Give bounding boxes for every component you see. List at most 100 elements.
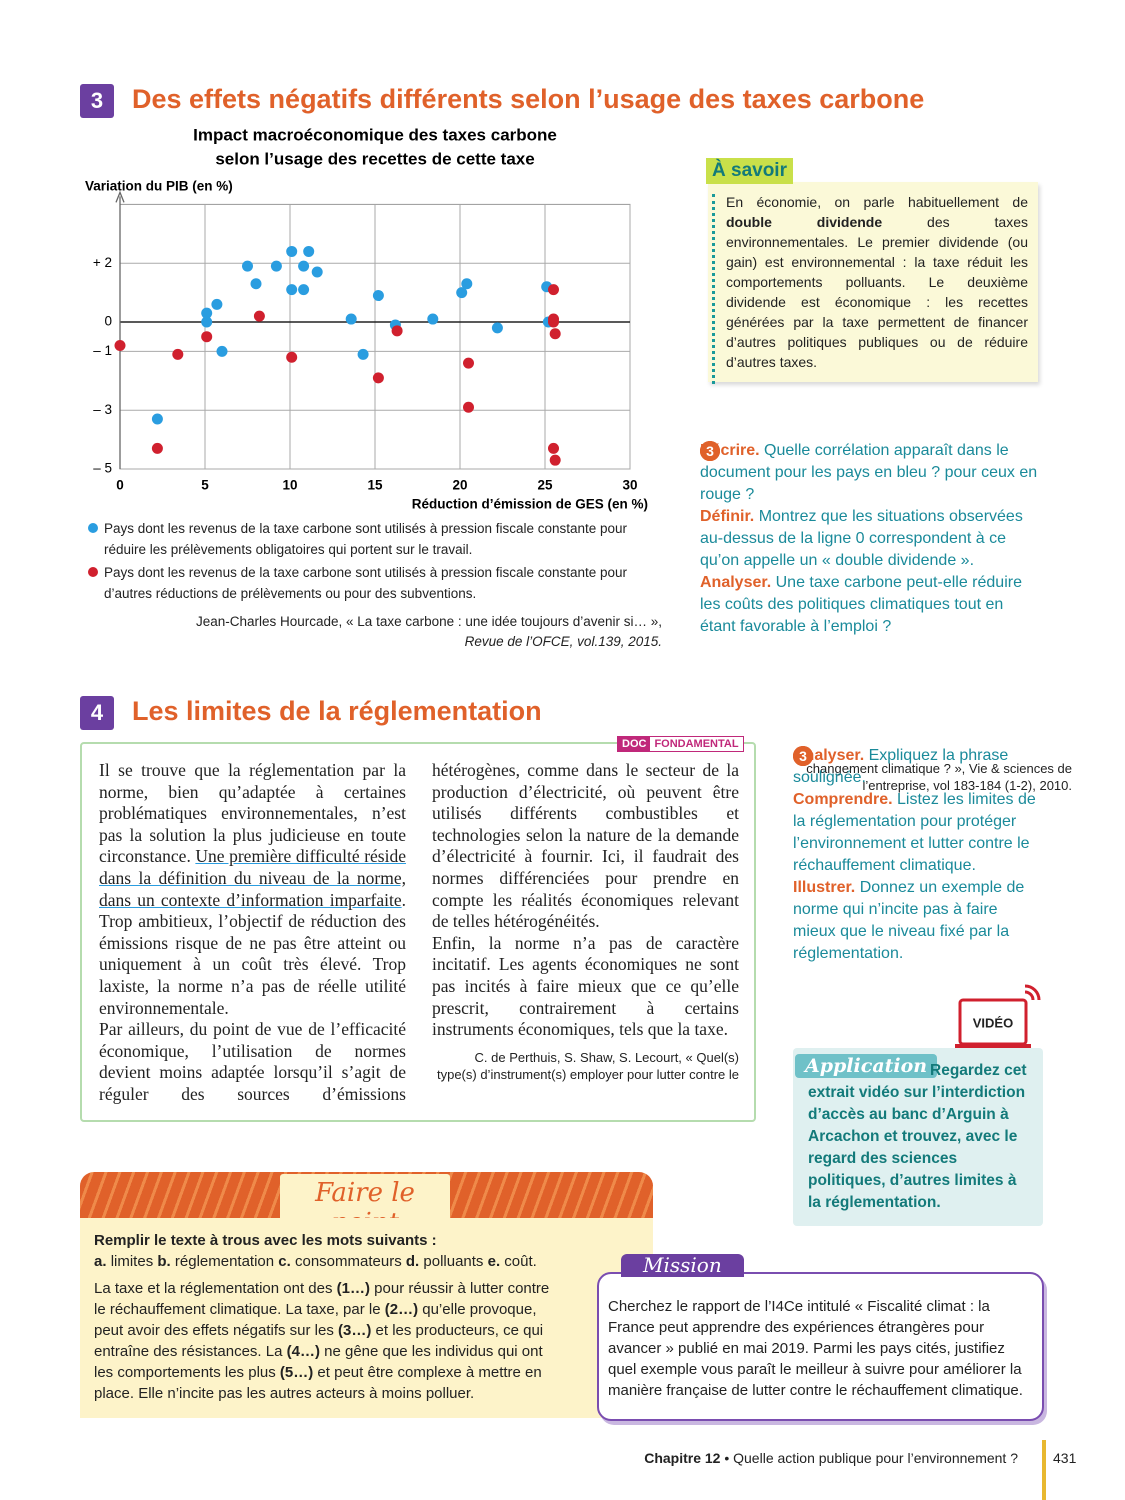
chart-title: Impact macroéconomique des taxes carbone: [193, 125, 557, 144]
point: [286, 351, 298, 363]
point: [461, 278, 473, 290]
paragraph: Enfin, la norme n’a pas de caractère inc…: [432, 933, 739, 1041]
y-tick-label: – 1: [93, 343, 112, 358]
question-text: Une taxe carbone peut-elle réduire les c…: [700, 574, 1022, 635]
x-tick-label: 5: [201, 478, 209, 493]
x-axis-label: Réduction d’émission de GES (en %): [412, 497, 648, 512]
text-run: Enfin, la norme n’a pas de caractère inc…: [432, 932, 739, 1040]
point: [201, 331, 213, 343]
point: [270, 260, 282, 272]
point: [303, 245, 315, 257]
doc-badge: DOC FONDAMENTAL: [617, 736, 744, 752]
point: [311, 266, 323, 278]
point: [456, 287, 468, 299]
video-icon: VIDÉO: [955, 984, 1041, 1048]
question-number: 3: [793, 746, 813, 766]
emphasis: (4…): [286, 1343, 320, 1360]
word: limites: [110, 1253, 154, 1270]
word-letter: c.: [278, 1253, 291, 1270]
point: [548, 316, 559, 328]
question-label: Comprendre.: [793, 791, 893, 808]
section-title: Les limites de la réglementation: [132, 696, 542, 726]
point: [201, 307, 213, 319]
emphasis: (3…): [338, 1322, 372, 1339]
y-tick-label: 0: [104, 314, 112, 329]
question-label: Illustrer.: [793, 879, 856, 896]
question: 2Comprendre. Listez les limites de la ré…: [793, 746, 1043, 877]
word-letter: e.: [487, 1253, 501, 1270]
chart-title: selon l’usage des recettes de cette taxe: [215, 149, 534, 168]
point: [151, 413, 163, 425]
emphasis: (2…): [384, 1301, 419, 1318]
text-run: En économie, on parle habituellement de: [726, 194, 1028, 210]
word: polluants: [423, 1253, 484, 1270]
word-letter: b.: [157, 1253, 171, 1270]
mission-title: Mission: [621, 1254, 744, 1277]
point: [549, 454, 561, 466]
point: [372, 290, 384, 302]
application-text: Regardez cet extrait vidéo sur l’interdi…: [808, 1062, 1027, 1211]
question-text: Montrez que les situations observées au-…: [700, 508, 1023, 569]
faire-le-point-header: Faire le point: [80, 1172, 653, 1238]
legend-text: Pays dont les revenus de la taxe carbone…: [104, 521, 628, 557]
question: 2Définir. Montrez que les situations obs…: [700, 441, 1040, 572]
point: [491, 322, 503, 334]
cloze-text: La taxe et la réglementation ont des (1……: [94, 1278, 564, 1404]
text-run: des taxes environnementales. Le premier …: [726, 214, 1028, 370]
point: [463, 401, 474, 413]
y-axis-label: Variation du PIB (en %): [85, 179, 233, 194]
question-number: 3: [700, 441, 720, 461]
text-run: Par ailleurs, du point de vue de l’effic…: [99, 760, 739, 1104]
point: [548, 284, 559, 296]
word: réglementation: [174, 1253, 275, 1270]
legend-item: Pays dont les revenus de la taxe carbone…: [88, 518, 648, 560]
x-tick-label: 0: [116, 478, 124, 493]
legend-marker: [88, 523, 98, 533]
questions: 1Décrire. Quelle corrélation apparaît da…: [700, 440, 1040, 638]
mission-text: Cherchez le rapport de l’I4Ce intitulé «…: [608, 1298, 1023, 1399]
x-tick-label: 30: [622, 478, 637, 493]
point: [216, 345, 228, 357]
word: consommateurs: [294, 1253, 402, 1270]
word-letter: d.: [405, 1253, 420, 1270]
y-axis-arrow: [115, 190, 125, 203]
section-number: 4: [80, 696, 114, 730]
footer: Chapitre 12 • Quelle action publique pou…: [560, 1450, 1018, 1466]
paragraph: Il se trouve que la réglementation par l…: [99, 760, 406, 1019]
question: 1Décrire. Quelle corrélation apparaît da…: [700, 440, 1040, 506]
point: [391, 325, 403, 337]
point: [463, 357, 474, 369]
page-number: 431: [1053, 1450, 1077, 1466]
question-label: Définir.: [700, 508, 755, 525]
source-line: Revue de l’OFCE, vol.139, 2015.: [464, 634, 662, 649]
point: [114, 340, 126, 352]
question: 3 Illustrer. Donnez un exemple de norme q…: [793, 746, 1043, 965]
point: [298, 284, 310, 296]
text-run: Il se trouve que la réglementation par l…: [99, 760, 406, 867]
application-title: Application: [795, 1054, 938, 1078]
point: [357, 348, 369, 360]
word: coût.: [504, 1253, 537, 1270]
video-label: VIDÉO: [973, 1015, 1013, 1030]
question: 1Analyser. Expliquez la phrase soulignée…: [793, 745, 1043, 789]
emphasis: Une première difficulté réside dans la d…: [99, 846, 406, 910]
chapter-title: • Quelle action publique pour l’environn…: [724, 1450, 1018, 1466]
text-run: et les producteurs, ce qui entraîne des …: [94, 1322, 544, 1360]
legend-text: Pays dont les revenus de la taxe carbone…: [104, 565, 628, 601]
point: [172, 348, 184, 360]
footer-bar: [1042, 1440, 1046, 1500]
point: [211, 298, 223, 310]
source-line: Jean-Charles Hourcade, « La taxe carbone…: [195, 614, 662, 629]
emphasis: (1…): [336, 1280, 371, 1297]
text-run: . Trop ambitieux, l’objectif de réductio…: [99, 889, 406, 1018]
legend-marker: [88, 567, 98, 577]
faire-le-point-body: Remplir le texte à trous avec les mots s…: [80, 1218, 653, 1418]
question-text: Quelle corrélation apparaît dans le docu…: [700, 442, 1038, 503]
questions: 1Analyser. Expliquez la phrase soulignée…: [793, 745, 1043, 965]
question: 3 Analyser. Une taxe carbone peut-elle ré…: [700, 441, 1040, 638]
section-number: 3: [80, 84, 114, 118]
y-tick-label: – 3: [93, 402, 112, 417]
x-tick-label: 20: [452, 478, 467, 493]
question-text: Expliquez la phrase soulignée.: [793, 747, 1009, 786]
